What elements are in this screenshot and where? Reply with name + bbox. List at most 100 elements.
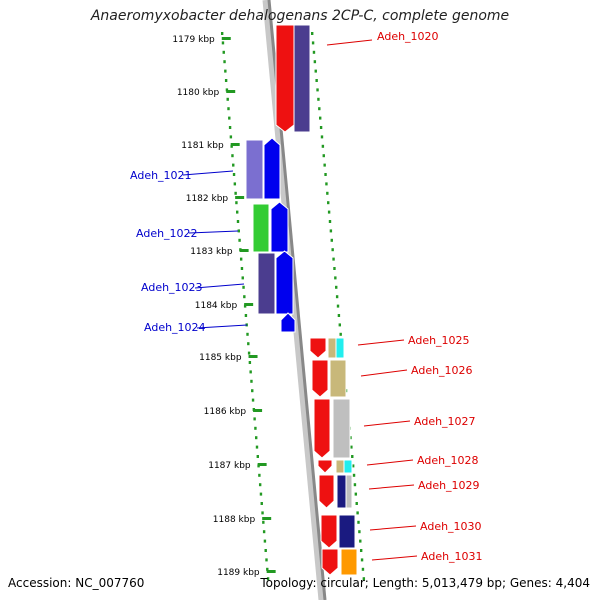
- scale-tick-mark: [226, 90, 236, 93]
- right-scale-dot: [326, 191, 329, 195]
- left-scale-dot: [256, 455, 259, 458]
- left-scale-dot: [242, 285, 245, 289]
- gene-label-adeh-1030: Adeh_1030: [420, 520, 482, 533]
- leader-line-adeh-1027: [363, 420, 411, 427]
- left-scale-dot: [228, 126, 232, 129]
- left-scale-dot: [236, 220, 240, 223]
- leader-line-adeh-1030: [369, 525, 417, 531]
- left-scale-dot: [231, 154, 234, 158]
- leader-line-adeh-1022: [188, 230, 239, 234]
- cog-block-adeh-1025b: [335, 337, 345, 359]
- cog-block-adeh-1027: [332, 398, 351, 459]
- cog-block-adeh-1030: [338, 514, 356, 549]
- left-scale-dot: [266, 567, 269, 571]
- scale-tick-label: 1183 kbp: [190, 247, 233, 257]
- right-scale-dot: [316, 88, 319, 92]
- cog-block-adeh-1022: [252, 203, 270, 253]
- left-scale-dot: [262, 520, 265, 524]
- gene-label-adeh-1022: Adeh_1022: [136, 227, 198, 240]
- right-scale-dot: [357, 520, 360, 524]
- left-scale-dot: [232, 163, 235, 167]
- gene-block-adeh-1027: [313, 398, 331, 459]
- cog-block-adeh-1021: [245, 139, 264, 200]
- right-scale-dot: [319, 116, 322, 120]
- right-scale-dot: [331, 248, 334, 252]
- scale-tick-mark: [253, 409, 263, 412]
- left-scale-dot: [263, 539, 267, 543]
- right-scale-dot: [359, 539, 362, 543]
- left-scale-dot: [244, 314, 248, 317]
- gene-block-adeh-1020: [275, 24, 295, 133]
- leader-line-adeh-1031: [371, 555, 418, 561]
- gene-block-adeh-1021: [263, 137, 281, 200]
- scale-tick-label: 1187 kbp: [208, 461, 251, 471]
- leader-line-adeh-1023: [194, 283, 245, 289]
- right-scale-dot: [330, 238, 333, 242]
- cog-block-adeh-1031: [340, 548, 358, 576]
- left-scale-dot: [264, 549, 267, 552]
- right-scale-dot: [319, 126, 323, 129]
- right-scale-dot: [358, 530, 361, 534]
- right-scale-dot: [324, 173, 327, 176]
- right-scale-dot: [336, 304, 340, 308]
- scale-tick-mark: [262, 517, 272, 520]
- left-scale-dot: [248, 361, 252, 364]
- leader-line-adeh-1020: [326, 39, 373, 46]
- right-scale-dot: [321, 144, 325, 148]
- scale-tick-mark: [239, 249, 249, 252]
- cog-block-adeh-1026: [329, 359, 347, 398]
- scale-tick-label: 1184 kbp: [195, 301, 238, 311]
- left-scale-dot: [237, 229, 240, 233]
- left-scale-dot: [255, 445, 259, 449]
- scale-tick-mark: [221, 37, 231, 40]
- right-scale-dot: [356, 511, 359, 515]
- gene-label-adeh-1025: Adeh_1025: [408, 334, 470, 347]
- cog-block-adeh-1028a: [335, 459, 345, 474]
- scale-tick-label: 1179 kbp: [172, 35, 215, 45]
- left-scale-dot: [233, 182, 237, 186]
- accession-text: Accession: NC_007760: [8, 576, 145, 590]
- scale-tick-mark: [257, 463, 267, 466]
- right-scale-dot: [361, 567, 365, 571]
- gene-label-adeh-1021: Adeh_1021: [130, 169, 192, 182]
- left-scale-dot: [222, 50, 225, 54]
- right-scale-dot: [353, 483, 357, 487]
- left-scale-dot: [227, 107, 230, 111]
- scale-tick-mark: [266, 570, 276, 573]
- leader-line-adeh-1026: [360, 369, 408, 377]
- right-scale-dot: [339, 332, 342, 336]
- left-scale-dot: [221, 41, 225, 45]
- left-scale-dot: [259, 492, 263, 496]
- right-scale-dot: [320, 135, 324, 139]
- scale-tick-label: 1188 kbp: [213, 515, 256, 525]
- right-scale-dot: [310, 32, 314, 35]
- right-scale-dot: [313, 60, 317, 64]
- gene-block-adeh-1026: [311, 359, 329, 398]
- leader-line-adeh-1025: [357, 339, 405, 346]
- right-scale-dot: [355, 502, 358, 505]
- scale-tick-label: 1180 kbp: [177, 88, 220, 98]
- left-scale-dot: [247, 351, 251, 355]
- leader-line-adeh-1028: [366, 459, 414, 466]
- left-scale-dot: [265, 558, 268, 562]
- gene-label-adeh-1029: Adeh_1029: [418, 479, 480, 492]
- topology-text: Topology: circular; Length: 5,013,479 bp…: [260, 576, 590, 590]
- left-scale-dot: [243, 295, 246, 299]
- left-scale-dot: [261, 511, 264, 515]
- scale-tick-label: 1182 kbp: [186, 194, 229, 204]
- left-scale-dot: [224, 79, 228, 82]
- gene-block-adeh-1022: [270, 201, 289, 253]
- gene-block-adeh-1029: [318, 474, 335, 509]
- gene-label-adeh-1028: Adeh_1028: [417, 454, 479, 467]
- right-scale-dot: [327, 210, 331, 214]
- right-scale-dot: [334, 276, 337, 280]
- right-scale-dot: [327, 201, 330, 205]
- gene-label-adeh-1020: Adeh_1020: [377, 30, 439, 43]
- right-scale-dot: [322, 154, 325, 158]
- right-scale-dot: [318, 107, 321, 111]
- left-scale-dot: [255, 436, 258, 440]
- right-scale-dot: [351, 455, 354, 458]
- left-scale-dot: [254, 426, 257, 430]
- gene-label-adeh-1023: Adeh_1023: [141, 281, 203, 294]
- scale-tick-label: 1185 kbp: [199, 353, 242, 363]
